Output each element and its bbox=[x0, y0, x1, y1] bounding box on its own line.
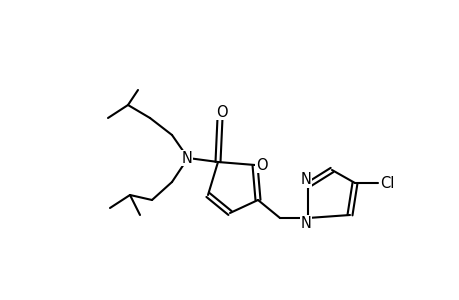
Text: N: N bbox=[300, 172, 311, 188]
Text: O: O bbox=[216, 104, 227, 119]
Text: Cl: Cl bbox=[379, 176, 393, 190]
Text: O: O bbox=[256, 158, 267, 172]
Text: N: N bbox=[181, 151, 192, 166]
Text: N: N bbox=[300, 215, 311, 230]
